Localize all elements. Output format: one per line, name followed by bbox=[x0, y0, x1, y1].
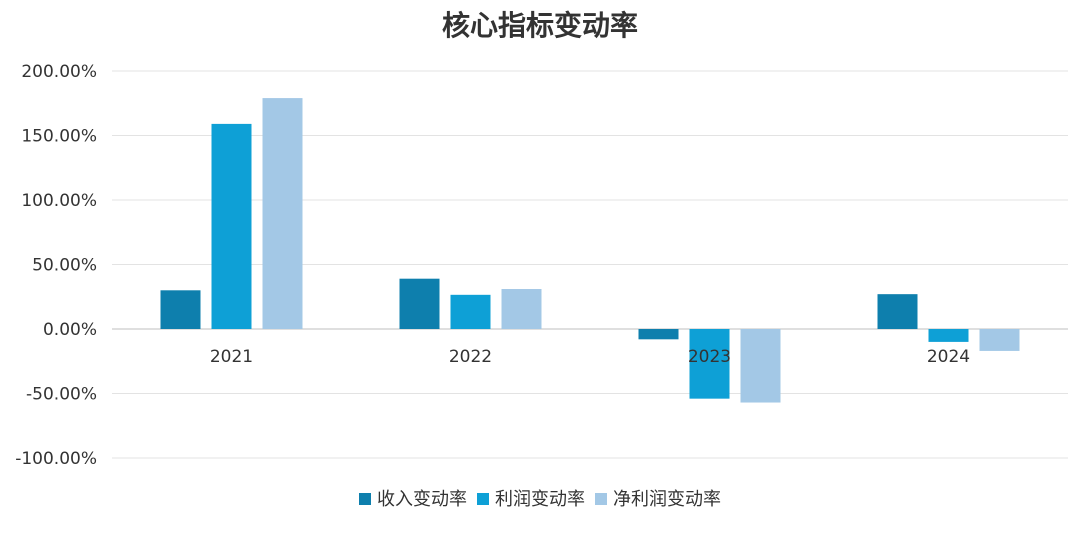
y-tick-label: 200.00% bbox=[21, 62, 97, 82]
bar-2022-series-1 bbox=[399, 278, 440, 329]
legend: 收入变动率 利润变动率 净利润变动率 bbox=[359, 489, 721, 510]
legend-label: 收入变动率 bbox=[377, 489, 467, 510]
bar-2021-series-3 bbox=[262, 98, 303, 329]
x-axis-ticks: 2021 2022 2023 2024 bbox=[210, 347, 970, 367]
y-tick-label: 150.00% bbox=[21, 127, 97, 147]
bar-2021-series-2 bbox=[211, 123, 252, 329]
bar-2024-series-1 bbox=[877, 294, 918, 329]
bar-2022-series-2 bbox=[450, 294, 491, 329]
bar-2022-series-3 bbox=[501, 289, 542, 329]
legend-label: 利润变动率 bbox=[495, 489, 585, 510]
x-tick-label: 2021 bbox=[210, 347, 253, 367]
bar-2021-series-1 bbox=[160, 290, 201, 329]
legend-label: 净利润变动率 bbox=[613, 489, 721, 510]
bar-2024-series-3 bbox=[979, 329, 1020, 351]
x-tick-label: 2022 bbox=[449, 347, 492, 367]
y-tick-label: 100.00% bbox=[21, 191, 97, 211]
legend-swatch bbox=[359, 493, 371, 505]
y-tick-label: -50.00% bbox=[26, 385, 97, 405]
x-tick-label: 2023 bbox=[688, 347, 731, 367]
y-tick-label: 0.00% bbox=[43, 320, 97, 340]
x-tick-label: 2024 bbox=[927, 347, 970, 367]
bars bbox=[160, 98, 1020, 403]
bar-2024-series-2 bbox=[928, 329, 969, 342]
y-tick-label: -100.00% bbox=[15, 449, 97, 469]
legend-swatch bbox=[477, 493, 489, 505]
bar-2023-series-2 bbox=[689, 329, 730, 399]
chart-title: 核心指标变动率 bbox=[441, 9, 638, 42]
gridlines bbox=[112, 70, 1068, 459]
bar-2023-series-1 bbox=[638, 329, 679, 340]
y-axis-ticks: 200.00% 150.00% 100.00% 50.00% 0.00% -50.00% -… bbox=[15, 62, 97, 469]
legend-swatch bbox=[595, 493, 607, 505]
bar-2023-series-3 bbox=[740, 329, 781, 403]
y-tick-label: 50.00% bbox=[32, 256, 97, 276]
